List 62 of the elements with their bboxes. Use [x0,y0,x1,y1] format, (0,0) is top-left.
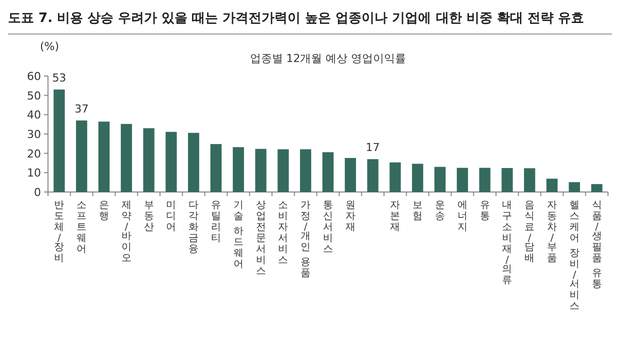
y-tick-label: 0 [34,186,41,199]
x-tick-label: 식품/생필품 유통 [592,200,602,290]
x-tick-label: 원자재 [345,200,356,233]
bar [434,166,446,192]
x-tick-label: 가정/개인 용품 [300,200,311,279]
bar [255,148,266,192]
bar [322,152,334,192]
bar [98,122,110,192]
x-tick-label: 기술 하드웨어 [233,200,244,270]
data-label: 53 [52,72,66,85]
bar [120,124,132,192]
x-tick-label: 상업전문서비스 [256,200,266,277]
x-tick-label: 소프트웨어 [76,200,87,255]
y-tick-label: 40 [27,108,41,122]
bar [591,184,602,192]
x-tick-label: 음식료/담배 [524,200,535,264]
y-tick-label: 10 [27,166,41,180]
bar [278,149,289,192]
bar [143,128,154,192]
x-tick-label: 통신서비스 [323,200,333,255]
x-tick-label: 유통 [480,200,490,222]
x-tick-label: 은행 [99,200,109,222]
bar [524,168,536,192]
y-tick-label: 60 [27,70,41,83]
x-tick-label: 반도체/장비 [54,200,64,264]
x-tick-label: 보험 [412,200,423,222]
x-tick-label: 미디어 [166,200,176,233]
x-tick-label: 운송 [435,200,445,222]
x-tick-label: 에너지 [457,200,468,233]
x-tick-label: 제약/바이오 [121,200,132,264]
y-tick-label: 30 [27,128,41,141]
chart-title: 도표 7. 비용 상승 우려가 있을 때는 가격전가력이 높은 업종이나 기업에 대한 비중 확대 전략 유효 [8,11,584,26]
y-axis-title: (%) [40,40,60,53]
bar [456,168,468,192]
bar [166,132,177,192]
data-label: 37 [74,102,89,116]
bar [76,120,88,192]
bar [367,159,378,192]
bar [502,168,513,192]
x-tick-label: 자본재 [390,200,400,233]
x-tick-label: 소비자서비스 [278,200,288,266]
x-tick-label: 부동산 [144,200,154,233]
bar [54,90,65,192]
x-tick-label: 내구소비재/의류 [502,200,512,286]
bar [210,144,222,192]
x-tick-label: 다각화금융 [188,200,199,255]
y-tick-label: 20 [27,147,41,160]
x-tick-label: 자동차/부품 [547,200,557,264]
bar [546,178,558,192]
category-label: 헬스케어 장비/서비스 [569,200,580,312]
bar [232,147,244,192]
bar [300,149,312,192]
bar [568,182,580,192]
y-tick-label: 50 [27,89,41,102]
bar [188,132,200,192]
data-label: 17 [366,141,380,154]
bar [390,162,401,192]
bar [479,168,490,192]
bar [412,164,424,192]
x-tick-label: 유틸리티 [211,200,221,244]
chart-subtitle: 업종별 12개월 예상 영업이익률 [250,52,406,65]
bar [344,158,356,192]
